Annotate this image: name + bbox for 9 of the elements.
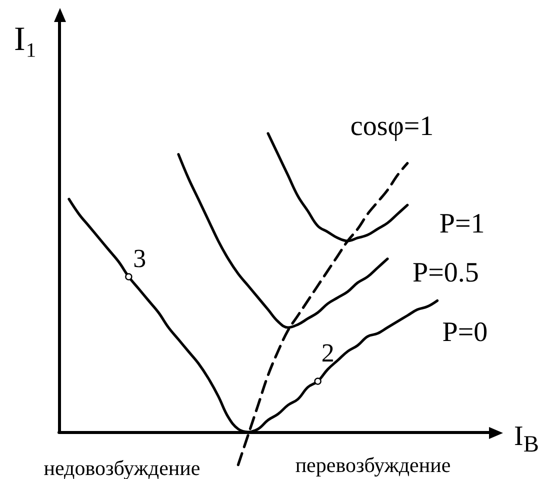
- series-label: P=0.5: [412, 257, 479, 288]
- series-label: P=1: [439, 208, 485, 240]
- series-label: P=0: [442, 317, 488, 348]
- annotation: перевозбуждение: [295, 453, 451, 477]
- x-axis-title: I$_{В}$: [514, 421, 539, 458]
- annotation: 3: [133, 244, 146, 274]
- annotation: 2: [321, 338, 334, 368]
- y-axis-title: I₁: [14, 21, 38, 58]
- series-label: cosφ=1: [350, 110, 434, 142]
